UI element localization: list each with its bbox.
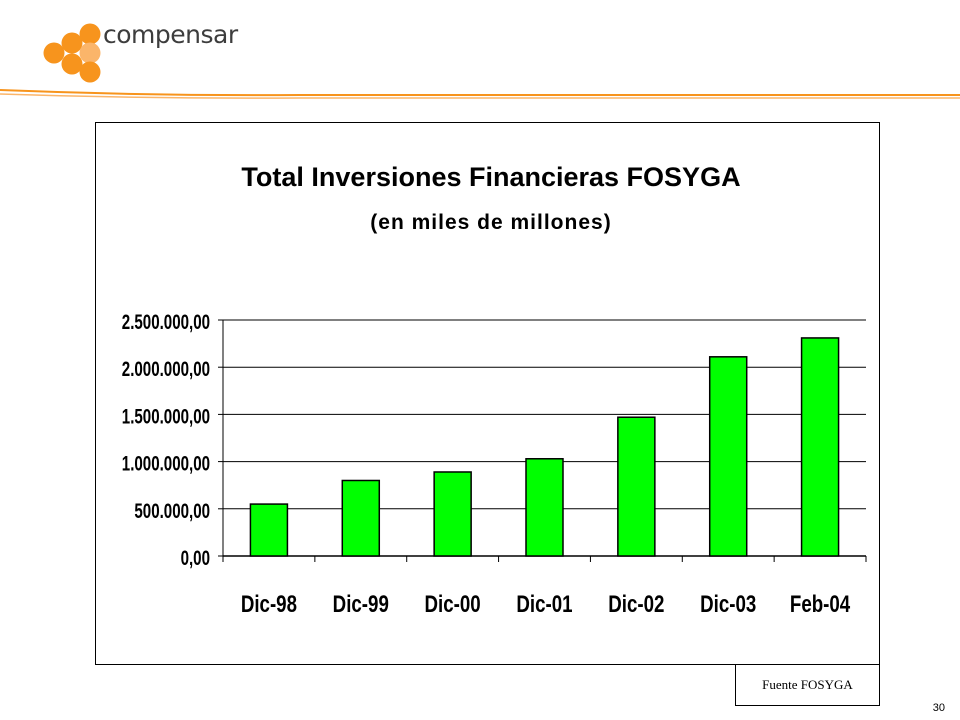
- logo-circles-icon: [43, 23, 101, 83]
- y-tick-label: 500.000,00: [134, 498, 210, 522]
- header-divider: [0, 89, 960, 99]
- bar-chart: Total Inversiones Financieras FOSYGA (en…: [122, 162, 867, 618]
- y-tick-label: 2.500.000,00: [122, 309, 210, 333]
- bar-dic-03: [708, 356, 748, 557]
- bar-dic-00: [433, 471, 472, 557]
- x-tick-label: Dic-99: [333, 591, 389, 618]
- page-number: 30: [932, 702, 945, 714]
- x-tick-labels: Dic-98 Dic-99 Dic-00 Dic-01 Dic-02 Dic-03 Feb-…: [241, 591, 850, 618]
- y-tick-label: 0,00: [181, 545, 210, 569]
- x-tick-label: Dic-00: [425, 591, 481, 618]
- x-tick-label: Dic-03: [700, 591, 756, 618]
- x-tick-label: Dic-01: [516, 591, 572, 618]
- x-tick-label: Dic-02: [608, 591, 664, 618]
- bar-dic-01: [525, 458, 564, 557]
- bars: [249, 337, 840, 557]
- bar-dic-98: [249, 503, 289, 557]
- bar-dic-99: [341, 479, 381, 557]
- source-note: Fuente FOSYGA: [735, 664, 880, 706]
- y-tick-label: 2.000.000,00: [122, 357, 210, 381]
- bar-dic-02: [617, 416, 656, 557]
- chart-subtitle: (en miles de millones): [370, 211, 611, 234]
- compensar-logo: [36, 20, 236, 86]
- gridlines: [223, 319, 866, 510]
- x-tick-label: Dic-98: [241, 591, 297, 618]
- y-tick-label: 1.000.000,00: [122, 451, 210, 475]
- brand-logo-text: compensar: [103, 20, 238, 49]
- x-tick-label: Feb-04: [790, 591, 850, 618]
- y-tick-labels: 0,00 500.000,00 1.000.000,00 1.500.000,00 2.…: [122, 309, 210, 569]
- chart-frame: Total Inversiones Financieras FOSYGA (en…: [95, 122, 880, 665]
- y-tick-label: 1.500.000,00: [122, 404, 210, 428]
- chart-title: Total Inversiones Financieras FOSYGA: [241, 162, 740, 192]
- bar-feb-04: [800, 337, 840, 557]
